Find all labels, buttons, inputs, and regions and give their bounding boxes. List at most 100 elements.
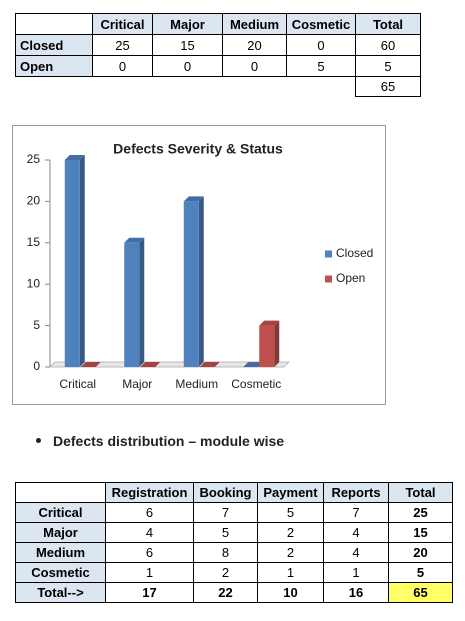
bar-top — [80, 362, 101, 367]
table-cell: 10 — [257, 582, 324, 603]
table-row: Cosmetic 1 2 1 1 5 — [15, 562, 453, 583]
y-tick-label: 10 — [27, 276, 41, 290]
bar-top — [124, 237, 145, 243]
legend-swatch — [325, 275, 332, 283]
table-cell: 5 — [257, 502, 324, 523]
corner-cell — [15, 482, 106, 503]
row-label: Closed — [15, 34, 93, 56]
table-row: Major 4 5 2 4 15 — [15, 522, 453, 543]
grand-total-row: 65 — [16, 76, 421, 97]
row-label: Total--> — [15, 582, 106, 603]
table-cell: 15 — [152, 34, 223, 56]
bar-side — [139, 237, 145, 367]
column-header: Total — [388, 482, 453, 503]
row-label: Cosmetic — [15, 562, 106, 583]
table-cell: 5 — [355, 55, 421, 77]
table-cell: 2 — [193, 562, 258, 583]
table-cell: 4 — [105, 522, 194, 543]
table-cell: 5 — [286, 55, 356, 77]
bar-side — [79, 155, 85, 367]
table-cell: 2 — [257, 542, 324, 563]
legend-label: Closed — [336, 246, 373, 260]
x-tick-label: Major — [122, 377, 152, 391]
table-cell: 4 — [323, 542, 389, 563]
column-header: Major — [152, 13, 223, 35]
column-header: Booking — [193, 482, 258, 503]
bar-top — [64, 155, 85, 160]
table-row: Critical 6 7 5 7 25 — [15, 502, 453, 523]
empty-cell — [93, 77, 153, 97]
column-header: Critical — [92, 13, 153, 35]
column-header: Cosmetic — [286, 13, 356, 35]
table-cell: 6 — [105, 502, 194, 523]
table-cell: 1 — [105, 562, 194, 583]
table-cell: 1 — [257, 562, 324, 583]
table-cell: 7 — [323, 502, 389, 523]
bar-side — [274, 320, 280, 367]
module-table: Registration Booking Payment Reports Total Cr… — [15, 482, 453, 603]
grand-total: 65 — [355, 76, 421, 97]
bullet-text: Defects distribution – module wise — [53, 433, 285, 449]
bullet-dot — [36, 437, 41, 443]
row-label: Critical — [15, 502, 106, 523]
table-row: Total--> 17 22 10 16 65 — [15, 582, 453, 603]
table-cell: 25 — [388, 502, 453, 523]
table-row: Medium 6 8 2 4 20 — [15, 542, 453, 563]
table-cell: 2 — [257, 522, 324, 543]
table-cell: 17 — [105, 582, 194, 603]
table-cell: 20 — [222, 34, 287, 56]
empty-cell — [16, 77, 93, 97]
legend-label: Open — [336, 271, 365, 285]
table-cell: 6 — [105, 542, 194, 563]
bar-top — [140, 362, 161, 367]
column-header: Total — [355, 13, 421, 35]
table-cell: 16 — [323, 582, 389, 603]
y-tick-label: 0 — [33, 359, 40, 373]
bar-side — [198, 196, 204, 367]
column-header: Payment — [257, 482, 324, 503]
bar — [259, 325, 275, 367]
y-tick-label: 20 — [27, 194, 41, 208]
y-tick-label: 15 — [27, 235, 41, 249]
table-cell: 8 — [193, 542, 258, 563]
table-cell: 25 — [92, 34, 153, 56]
header-row: Critical Major Medium Cosmetic Total — [15, 13, 421, 35]
column-header: Medium — [222, 13, 287, 35]
x-tick-label: Cosmetic — [231, 377, 281, 391]
bar-top — [259, 320, 280, 326]
chart-title: Defects Severity & Status — [113, 141, 283, 157]
empty-cell — [153, 77, 223, 97]
column-header: Reports — [323, 482, 389, 503]
table-cell: 65 — [388, 582, 453, 603]
bullet-item: Defects distribution – module wise — [36, 433, 284, 449]
x-tick-label: Critical — [59, 377, 96, 391]
table-cell: 20 — [388, 542, 453, 563]
table-cell: 1 — [323, 562, 389, 583]
row-label: Medium — [15, 542, 106, 563]
x-tick-label: Medium — [175, 377, 218, 391]
empty-cell — [287, 77, 356, 97]
bar-top — [183, 196, 204, 202]
header-row: Registration Booking Payment Reports Total — [15, 482, 453, 503]
table-cell: 5 — [388, 562, 453, 583]
row-label: Open — [15, 55, 93, 77]
table-cell: 0 — [286, 34, 356, 56]
empty-cell — [223, 77, 287, 97]
table-cell: 4 — [323, 522, 389, 543]
bar-top — [199, 362, 220, 367]
table-cell: 60 — [355, 34, 421, 56]
table-cell: 15 — [388, 522, 453, 543]
bar — [124, 242, 140, 367]
bar — [64, 160, 80, 367]
legend-swatch — [325, 250, 332, 258]
y-tick-label: 25 — [27, 152, 41, 166]
corner-cell — [15, 13, 93, 35]
bar-top — [243, 362, 264, 367]
table-row: Open 0 0 0 5 5 — [15, 55, 421, 77]
table-cell: 0 — [152, 55, 223, 77]
y-tick-label: 5 — [33, 318, 40, 332]
row-label: Major — [15, 522, 106, 543]
table-cell: 7 — [193, 502, 258, 523]
column-header: Registration — [105, 482, 194, 503]
